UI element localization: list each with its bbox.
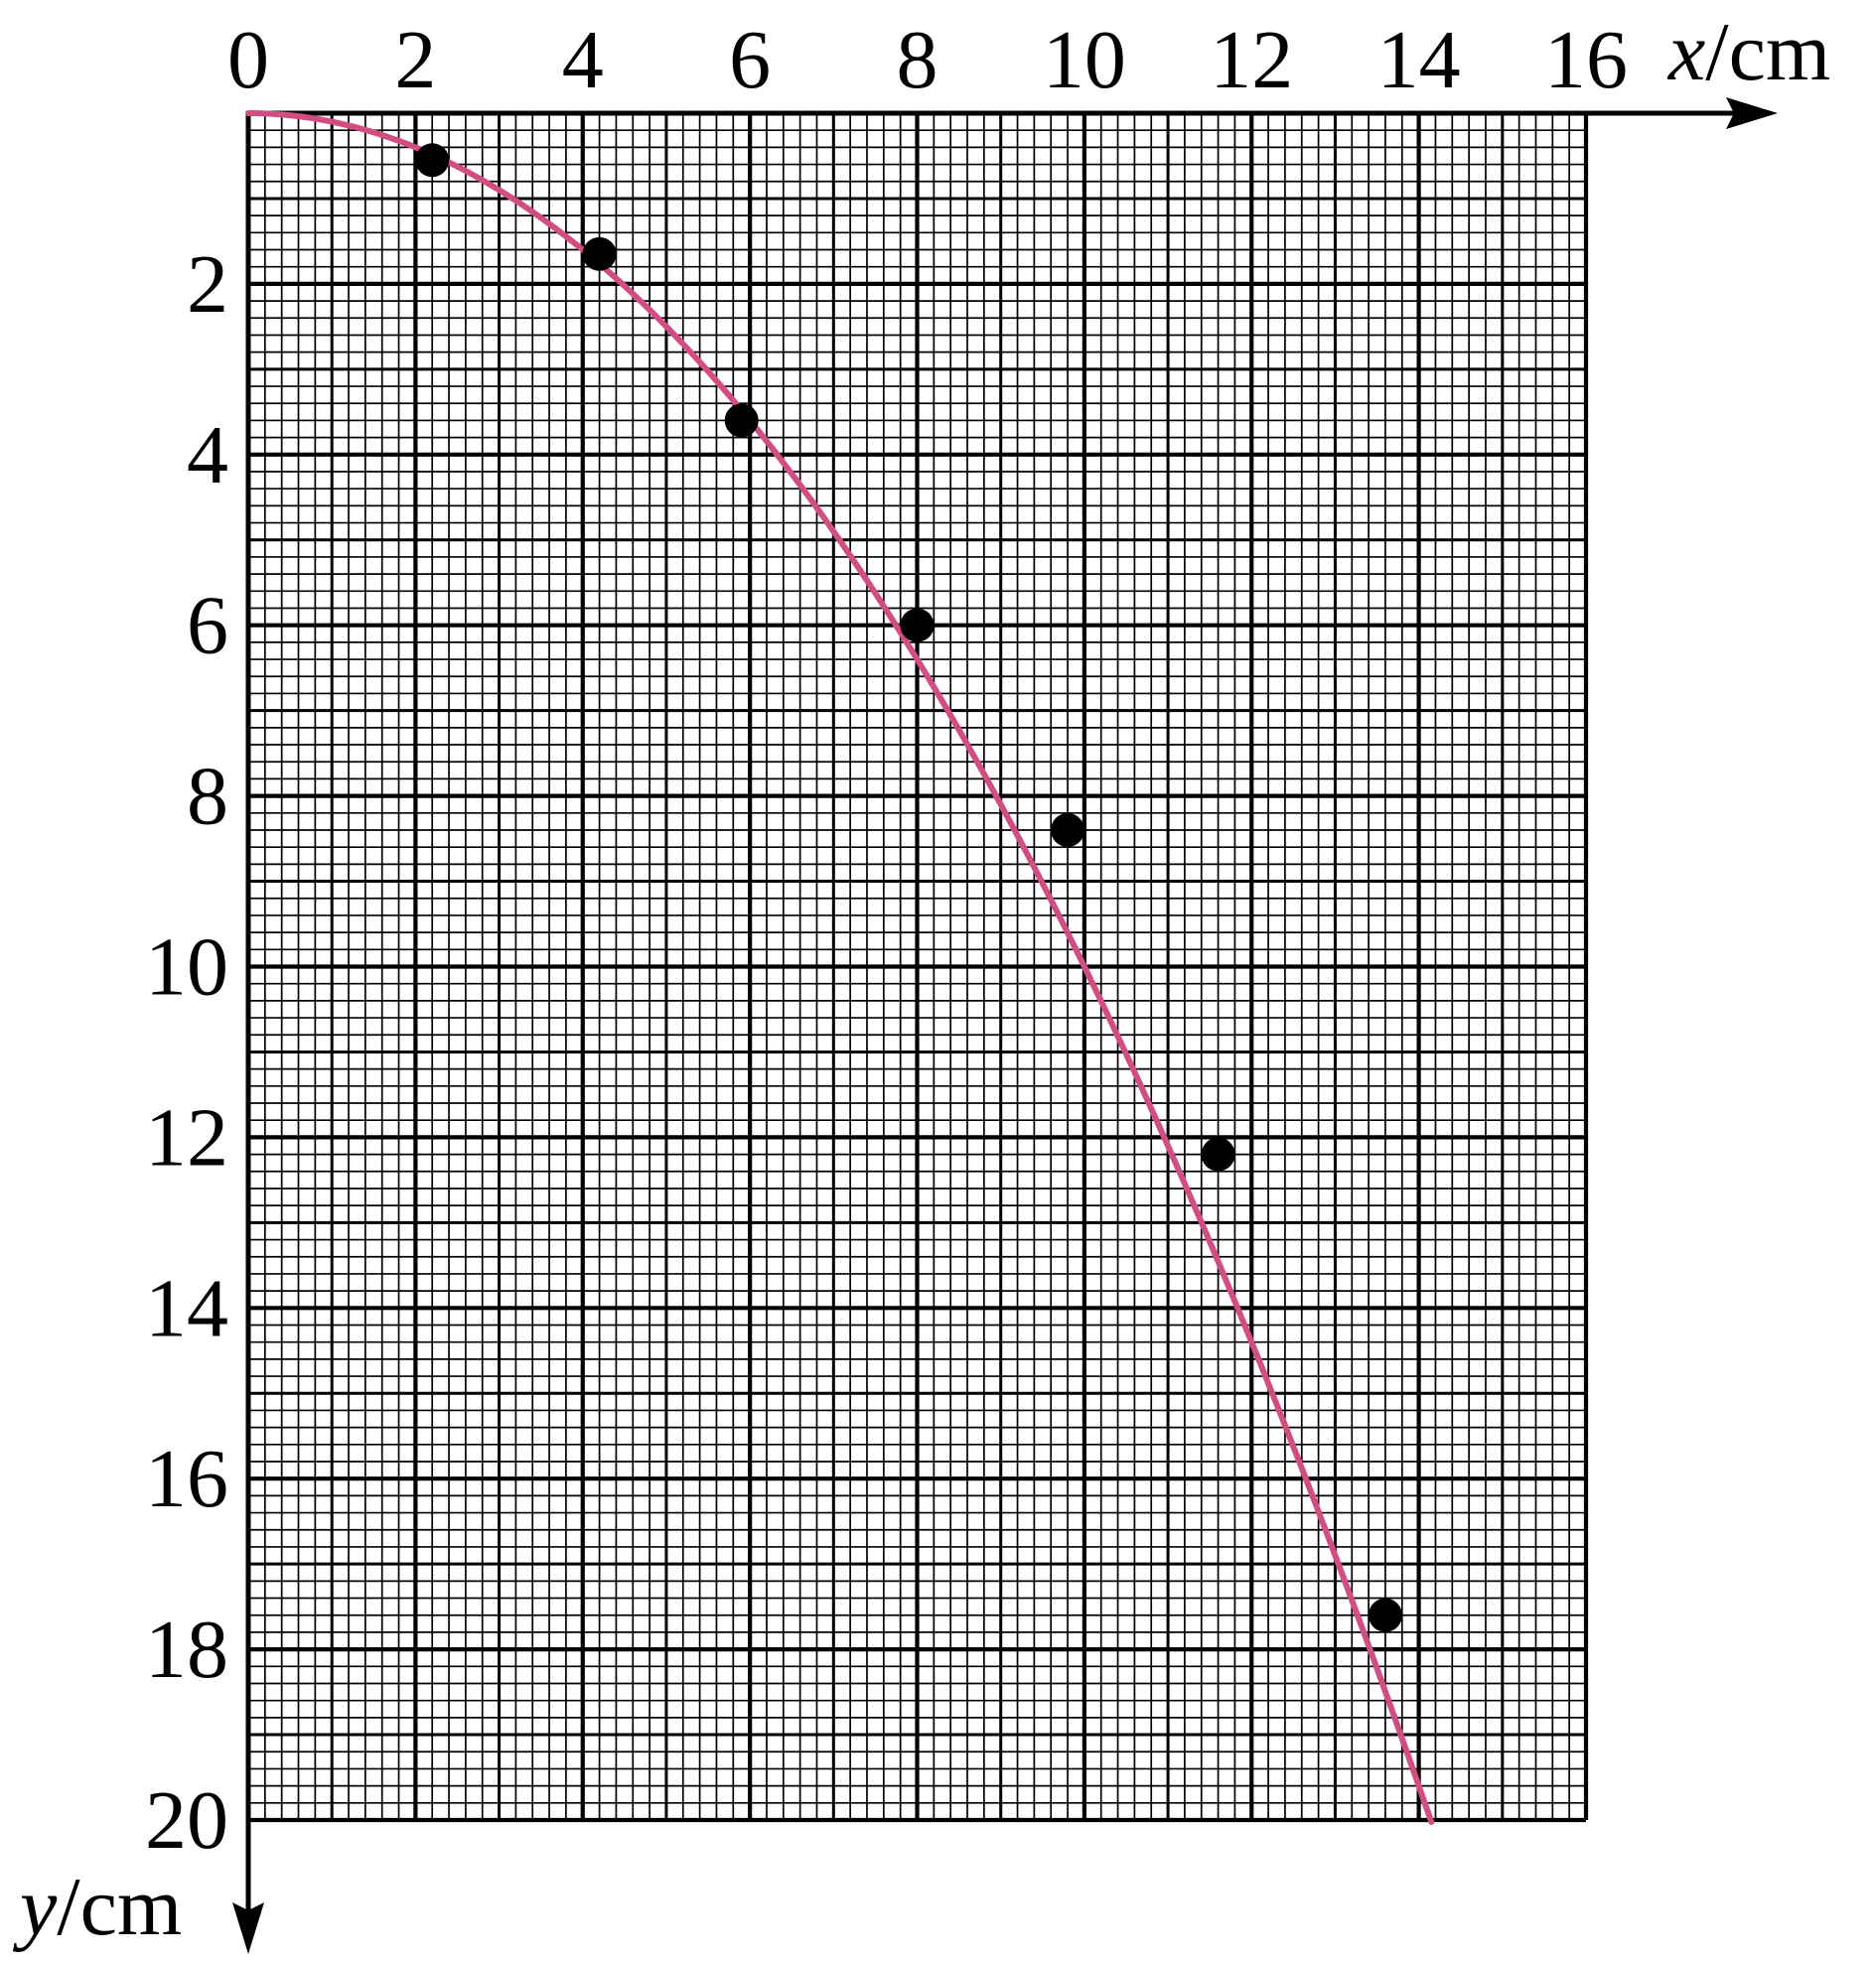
x-tick-label: 14: [1377, 14, 1461, 106]
tick-labels: 0 2 4 6 8 10 12 14 16 2 4 6 8 10 12 14 16 18 20: [145, 14, 1628, 1867]
data-point-3: [724, 403, 759, 438]
x-tick-label: 16: [1544, 14, 1628, 106]
grid: [245, 110, 1589, 1823]
y-tick-label: 10: [145, 921, 228, 1014]
data-point-7: [1368, 1598, 1402, 1632]
data-point-5: [1051, 812, 1085, 847]
y-axis-label: y/cm: [12, 1861, 182, 1953]
y-tick-label: 20: [145, 1774, 228, 1867]
data-point-4: [900, 608, 935, 642]
y-tick-label: 12: [145, 1091, 228, 1184]
data-points: [415, 143, 1402, 1632]
data-point-1: [415, 143, 450, 178]
y-tick-label: 18: [145, 1604, 228, 1696]
x-axis-arrow-icon: [1726, 97, 1778, 129]
axes: [232, 97, 1778, 1954]
x-tick-label: 8: [897, 14, 938, 106]
x-tick-label: 2: [394, 14, 436, 106]
y-tick-label: 6: [187, 580, 228, 672]
data-point-6: [1201, 1137, 1235, 1172]
x-axis-label: x/cm: [1666, 6, 1830, 98]
y-tick-label: 8: [187, 751, 228, 843]
x-tick-label: 4: [562, 14, 604, 106]
y-axis-arrow-icon: [232, 1902, 264, 1954]
y-tick-label: 14: [145, 1262, 228, 1354]
x-tick-label: 0: [227, 14, 269, 106]
x-tick-label: 6: [729, 14, 771, 106]
x-tick-label: 10: [1043, 14, 1126, 106]
y-tick-label: 16: [145, 1433, 228, 1525]
y-tick-label: 4: [187, 409, 228, 501]
x-tick-label: 12: [1210, 14, 1293, 106]
data-point-2: [582, 236, 617, 271]
y-tick-label: 2: [187, 238, 228, 331]
